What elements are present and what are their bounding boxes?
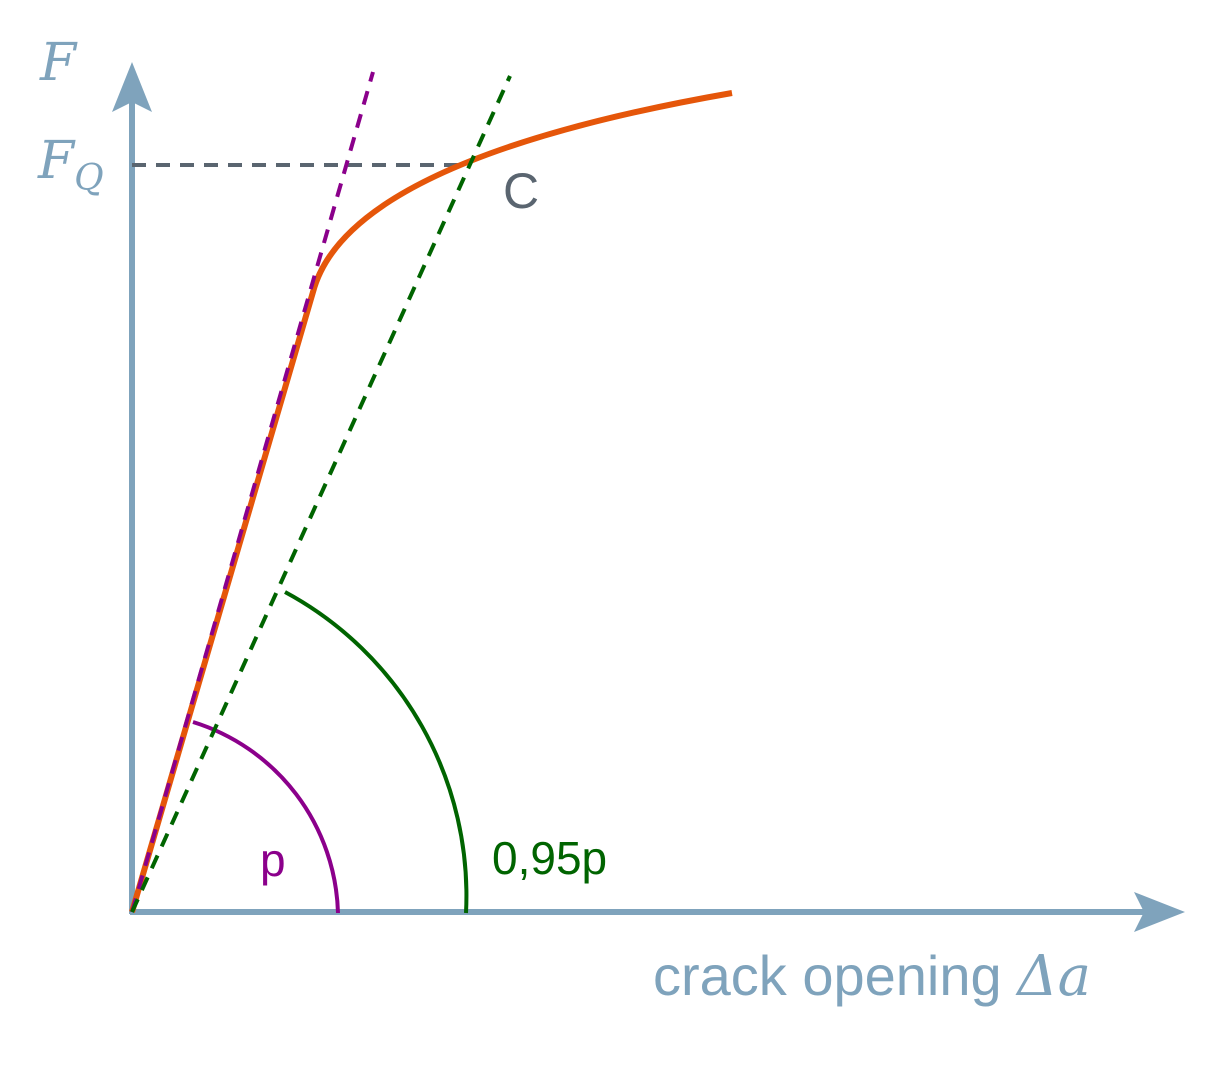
point-c-label: C — [503, 163, 539, 219]
secant-line — [130, 75, 512, 913]
angle-095p-label: 0,95p — [492, 832, 607, 884]
x-axis-delta: Δ — [1015, 944, 1057, 1009]
fq-sub: Q — [74, 158, 104, 199]
x-axis-var: a — [1058, 944, 1091, 1009]
x-axis-label: crack opening Δa — [653, 944, 1091, 1009]
load-curve — [129, 90, 733, 913]
fq-main: F — [37, 131, 76, 191]
tangent-line — [130, 71, 375, 913]
angle-arc-095p — [284, 590, 469, 914]
y-axis-arrow — [112, 62, 152, 112]
x-axis-arrow — [1134, 892, 1185, 932]
x-axis-text: crack opening — [653, 944, 1017, 1007]
angle-arc-p — [192, 720, 340, 914]
angle-p-label: p — [260, 834, 286, 886]
fq-label: FQ — [37, 131, 104, 199]
y-axis-label: F — [39, 33, 78, 93]
